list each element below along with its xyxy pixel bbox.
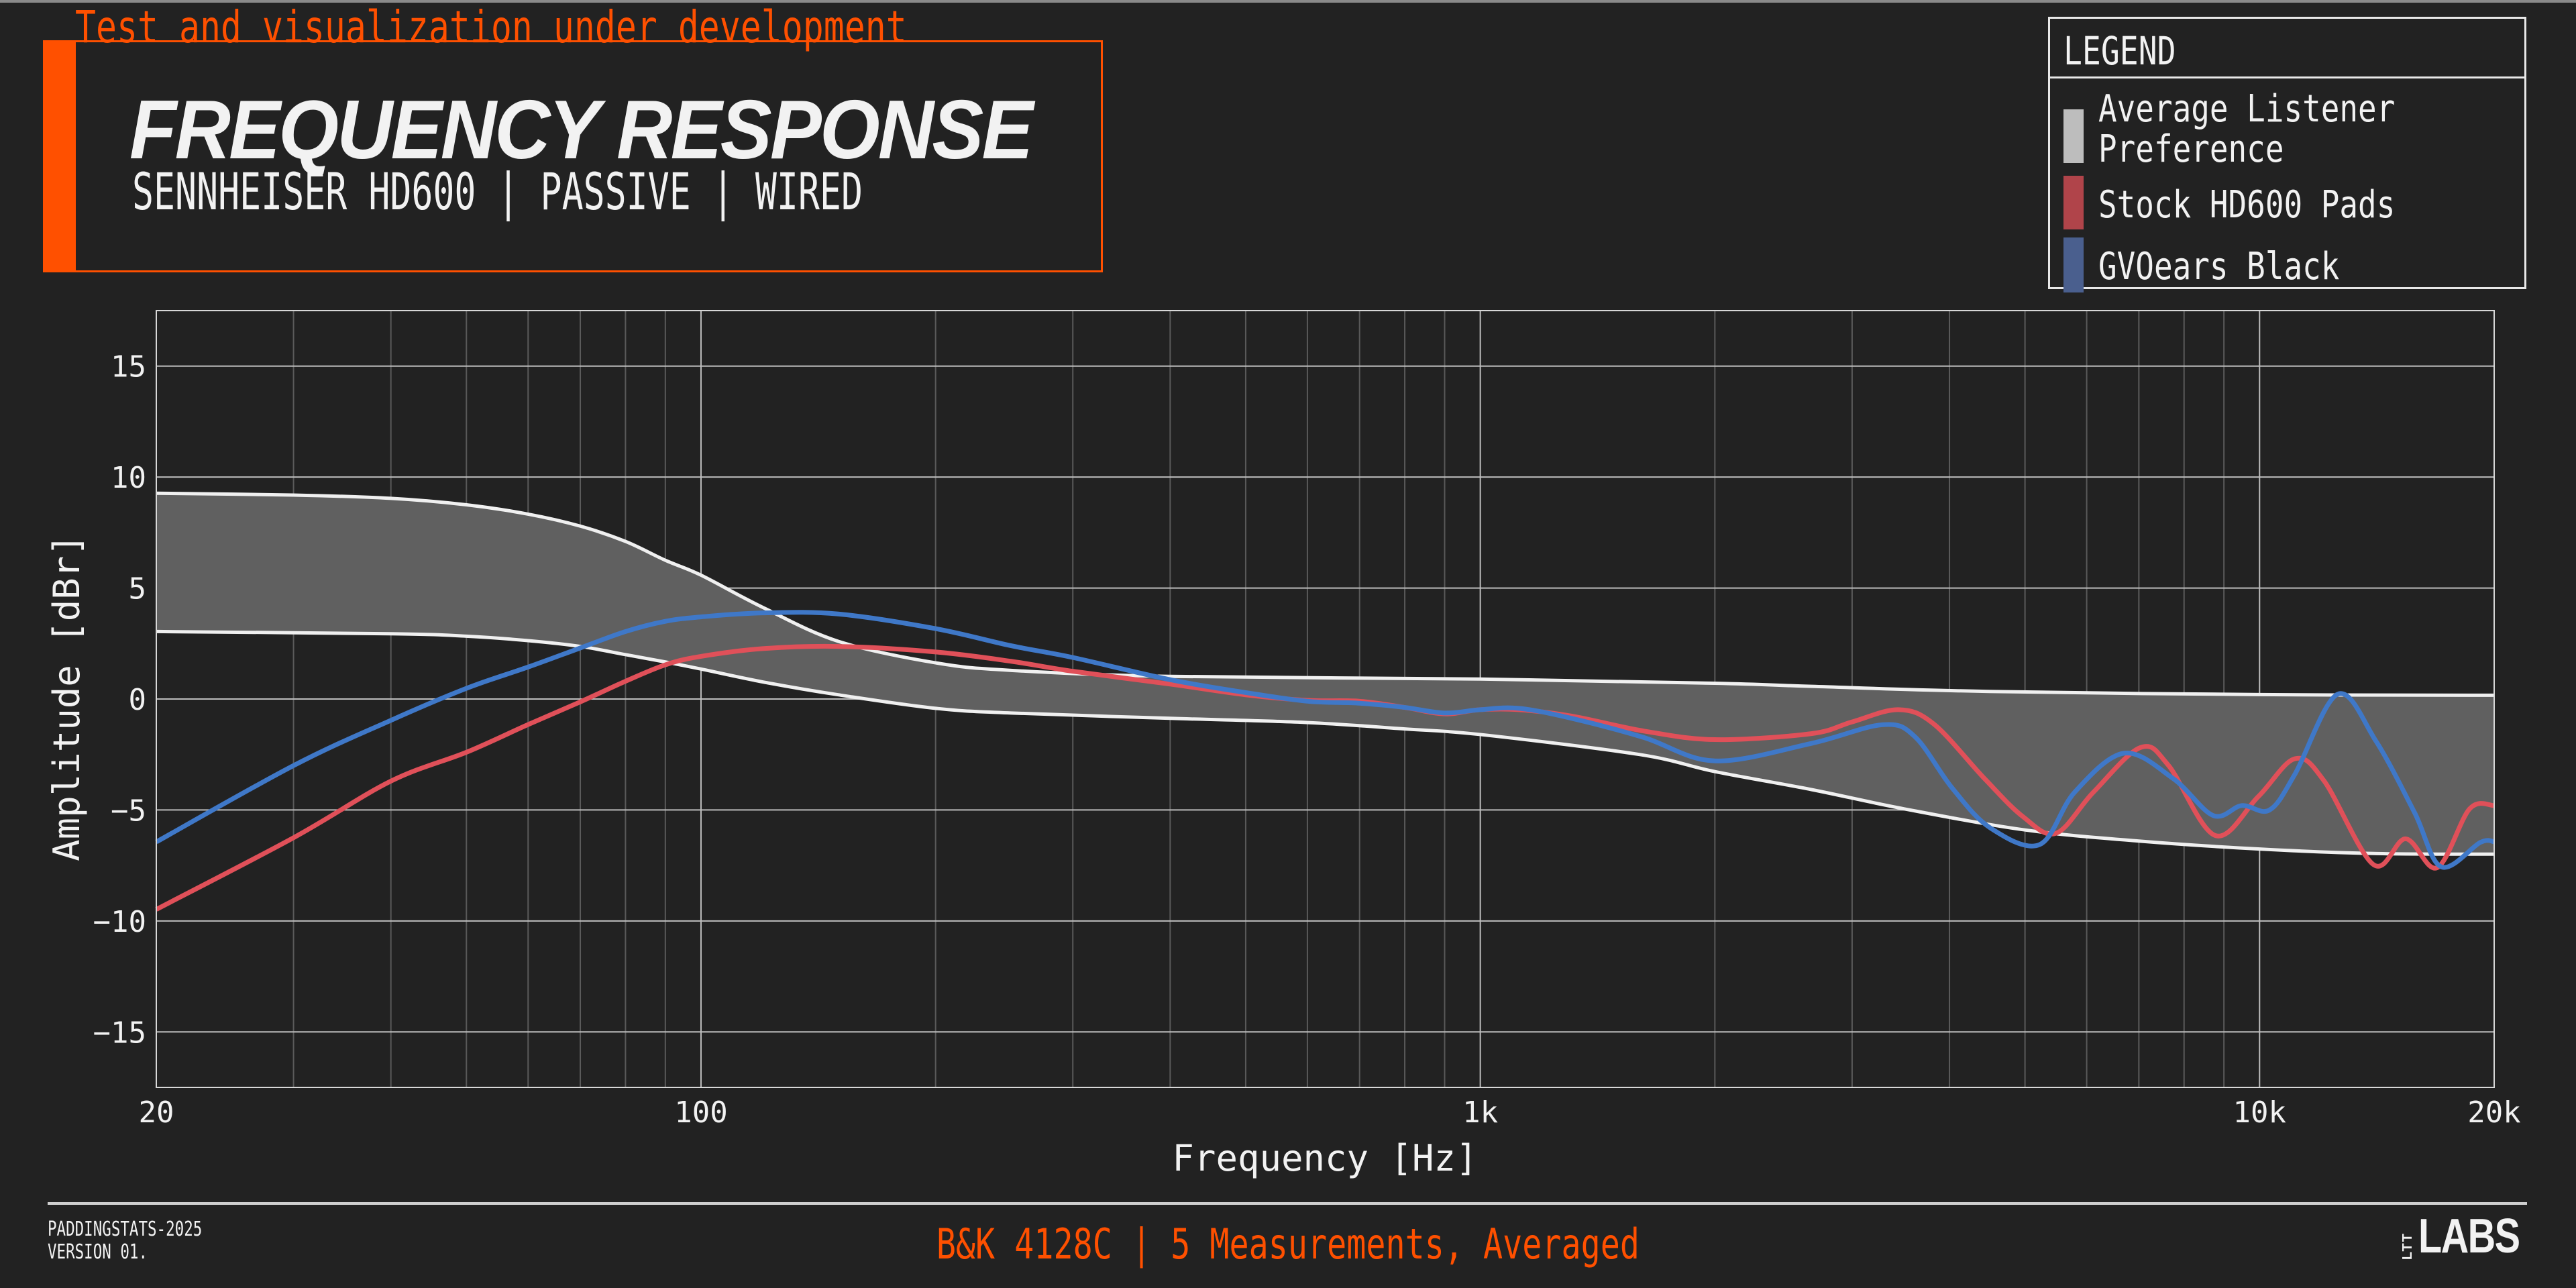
legend: LEGEND Average Listener Preference Stock… bbox=[2048, 17, 2526, 292]
x-tick-labels: 20 100 1k 10k 20k bbox=[139, 1095, 2521, 1130]
footer-project: PADDINGSTATS-2025 bbox=[48, 1218, 203, 1241]
development-banner: Test and visualization under development bbox=[75, 1, 907, 53]
ltt-labs-logo: LTT LABS bbox=[2400, 1210, 2544, 1263]
x-axis-label: Frequency [Hz] bbox=[1172, 1137, 1477, 1179]
y-tick-labels: −15 −10 −5 0 5 10 15 bbox=[93, 350, 146, 1051]
legend-swatch bbox=[2063, 176, 2084, 229]
series-lines bbox=[155, 610, 2495, 912]
legend-label: GVOears Black bbox=[2098, 245, 2340, 288]
x-tick-label: 100 bbox=[674, 1095, 727, 1130]
logo-labs: LABS bbox=[2418, 1210, 2520, 1263]
title-accent-bar bbox=[45, 42, 76, 270]
legend-swatch bbox=[2063, 237, 2084, 292]
legend-label-line: Average Listener bbox=[2098, 87, 2396, 131]
y-tick-label: 0 bbox=[129, 683, 147, 717]
footer-version: VERSION 01. bbox=[48, 1240, 148, 1264]
preference-band-fill bbox=[156, 493, 2494, 855]
y-axis-label: Amplitude [dBr] bbox=[46, 534, 88, 861]
y-tick-label: −5 bbox=[111, 794, 146, 828]
y-tick-label: −10 bbox=[93, 905, 146, 939]
x-tick-label: 10k bbox=[2233, 1095, 2286, 1130]
page-title: FREQUENCY RESPONSE bbox=[129, 84, 1033, 176]
footer-measurement-info: B&K 4128C | 5 Measurements, Averaged bbox=[0, 1220, 2576, 1269]
legend-label: Stock HD600 Pads bbox=[2098, 183, 2396, 227]
logo-ltt: LTT bbox=[2400, 1232, 2415, 1260]
y-tick-label: −15 bbox=[93, 1016, 146, 1050]
legend-swatch bbox=[2063, 109, 2084, 163]
x-tick-label: 20k bbox=[2467, 1095, 2520, 1130]
legend-header: LEGEND bbox=[2050, 19, 2524, 78]
series-line-gvoears-black bbox=[155, 610, 2495, 870]
footer-measurement-text: B&K 4128C | 5 Measurements, Averaged bbox=[936, 1220, 1640, 1269]
x-tick-label: 1k bbox=[1462, 1095, 1498, 1130]
page-subtitle: SENNHEISER HD600 | PASSIVE | WIRED bbox=[132, 162, 863, 221]
legend-label: Average Listener Preference bbox=[2098, 89, 2395, 170]
title-panel: FREQUENCY RESPONSE SENNHEISER HD600 | PA… bbox=[43, 40, 1103, 272]
grid bbox=[156, 311, 2494, 1087]
top-border bbox=[0, 0, 2576, 3]
legend-label-line: Preference bbox=[2098, 127, 2284, 171]
plot-frame bbox=[156, 310, 2495, 1088]
legend-title: LEGEND bbox=[2063, 28, 2176, 74]
y-tick-label: 5 bbox=[129, 572, 147, 606]
x-tick-label: 20 bbox=[139, 1095, 174, 1130]
footer-divider bbox=[48, 1202, 2527, 1205]
y-tick-label: 10 bbox=[111, 461, 146, 495]
preference-band-upper bbox=[156, 491, 2495, 697]
y-tick-label: 15 bbox=[111, 350, 146, 384]
